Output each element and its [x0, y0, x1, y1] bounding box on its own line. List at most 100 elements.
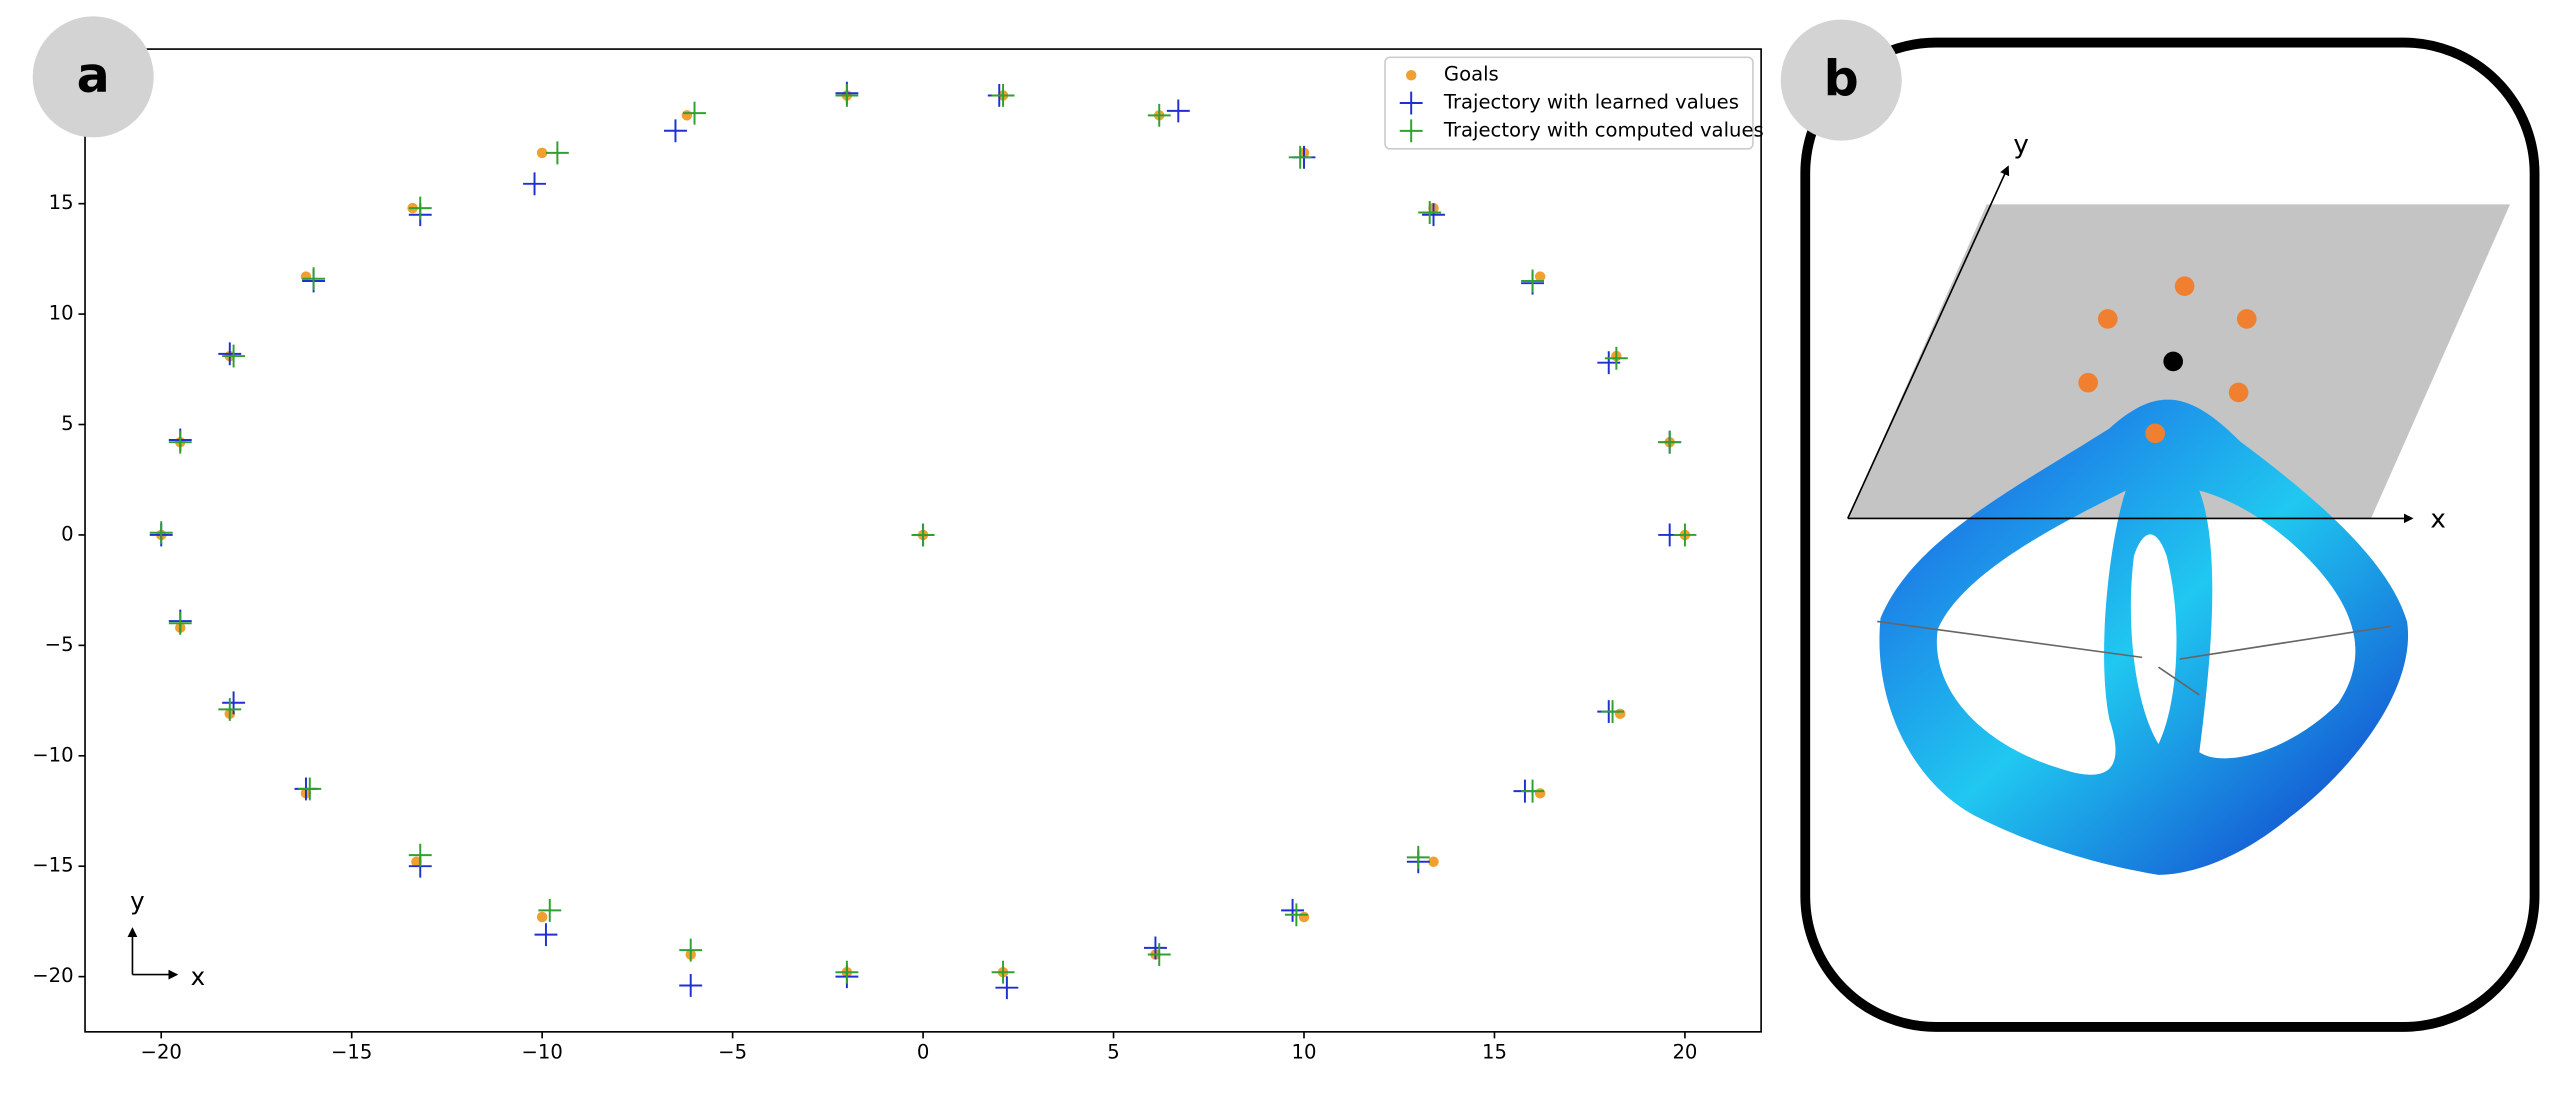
trajectory-point	[683, 101, 706, 125]
trajectory-point	[534, 923, 558, 947]
trajectory-point	[1658, 430, 1682, 454]
trajectory-point	[664, 119, 687, 143]
label-badge	[32, 16, 154, 138]
axis-label: x	[2430, 505, 2445, 535]
trajectory-point	[911, 523, 935, 547]
trajectory-point	[218, 342, 242, 366]
legend-label: Trajectory with learned values	[1443, 91, 1739, 114]
y-tick-label: −20	[32, 964, 73, 987]
goal-dot	[2174, 276, 2195, 296]
trajectory-point	[408, 196, 432, 220]
y-tick-label: −15	[32, 854, 73, 877]
trajectory-point	[222, 344, 246, 368]
trajectory-point	[168, 430, 192, 454]
y-tick-label: 10	[49, 302, 74, 325]
trajectory-point	[408, 843, 432, 867]
goal-dot	[2228, 382, 2249, 403]
goal-point	[536, 147, 548, 159]
goal-point	[1428, 856, 1439, 868]
trajectory-point	[218, 697, 242, 721]
indicator-label: y	[130, 887, 145, 916]
goal-dot	[2236, 309, 2257, 329]
goal-dot	[2097, 309, 2118, 329]
trajectory-point	[1604, 346, 1628, 370]
trajectory-point	[835, 84, 859, 107]
x-tick-label: 5	[1107, 1041, 1119, 1064]
goal-point	[1298, 911, 1310, 923]
legend: Goals Trajectory with learned values Traje…	[1384, 56, 1764, 150]
goal-point	[1534, 271, 1546, 282]
goal-point	[536, 911, 548, 923]
trajectory-point	[1418, 201, 1442, 224]
goal-point	[681, 110, 693, 121]
panel-frame	[1800, 37, 2540, 1032]
panel-label: a	[77, 46, 110, 104]
trajectory-point	[545, 141, 569, 165]
trajectory-point	[168, 611, 192, 635]
label-badge	[1780, 19, 1902, 141]
trajectory-point	[1147, 943, 1171, 966]
trajectory-point	[1406, 845, 1430, 869]
x-tick-label: 20	[1672, 1041, 1697, 1064]
x-tick-label: −15	[331, 1041, 372, 1064]
trajectory-point	[149, 521, 173, 545]
trajectory-point	[1143, 936, 1167, 960]
panel-b: y x	[1800, 37, 2540, 1032]
goal-dots	[2078, 276, 2257, 444]
x-tick-label: 15	[1482, 1041, 1507, 1064]
panel-a: −20 −15 −10 −5 0 5 10 15 20 −20 −15 −10 −5 0 5 10 15 Goal…	[32, 48, 1764, 1064]
legend-marker	[1399, 119, 1423, 143]
x-tick-label: 10	[1292, 1041, 1317, 1064]
trajectory-point	[1166, 99, 1190, 123]
axis-label: y	[2013, 130, 2028, 160]
trajectory-point	[991, 960, 1015, 984]
trajectory-point	[1521, 269, 1545, 293]
goal-point	[411, 856, 422, 868]
indicator-label: x	[191, 962, 206, 991]
x-tick-label: −10	[521, 1041, 562, 1064]
trajectory-point	[1147, 103, 1171, 127]
trajectory-point	[991, 84, 1015, 107]
panel-label: b	[1824, 49, 1859, 107]
cable	[2179, 625, 2391, 660]
trajectory-point	[679, 938, 703, 962]
trajectory-point	[1288, 145, 1312, 169]
y-tick-label: 5	[61, 412, 73, 435]
x-tick-label: 0	[917, 1041, 929, 1064]
goal-dot	[2078, 372, 2098, 393]
x-tick-label: −5	[718, 1041, 747, 1064]
center-dot	[2163, 351, 2183, 372]
cable	[2158, 666, 2200, 696]
trajectory-point	[538, 898, 562, 922]
cable	[1877, 620, 2143, 659]
goal-dot	[2145, 423, 2166, 444]
goal-point	[1534, 788, 1546, 799]
y-tick-label: −10	[32, 743, 73, 766]
goal-point	[1614, 708, 1626, 720]
axis-indicator: y x	[127, 887, 206, 991]
y-tick-label: 15	[49, 191, 74, 214]
trajectory-point	[1284, 903, 1308, 927]
trajectory-point	[679, 974, 703, 997]
trajectory-point	[835, 960, 859, 984]
legend-marker	[1405, 70, 1417, 81]
legend-label: Goals	[1444, 63, 1499, 86]
trajectory-point	[1673, 523, 1697, 547]
trajectory-point	[523, 172, 546, 196]
axis-arrow	[1847, 165, 2010, 519]
y-tick-label: −5	[45, 633, 74, 656]
legend-label: Trajectory with computed values	[1443, 118, 1764, 141]
trajectory-point	[302, 267, 326, 291]
trajectory-point	[1281, 898, 1305, 922]
trajectory-point	[1521, 779, 1545, 803]
trajectory-point	[1601, 700, 1624, 724]
trajectory-point	[222, 691, 246, 715]
legend-marker	[1399, 91, 1423, 115]
trajectory-point	[1422, 203, 1445, 227]
legend-box	[1384, 56, 1754, 150]
y-tick-label: 0	[61, 522, 73, 545]
trajectory-point	[995, 976, 1019, 1000]
x-tick-label: −20	[141, 1041, 182, 1064]
